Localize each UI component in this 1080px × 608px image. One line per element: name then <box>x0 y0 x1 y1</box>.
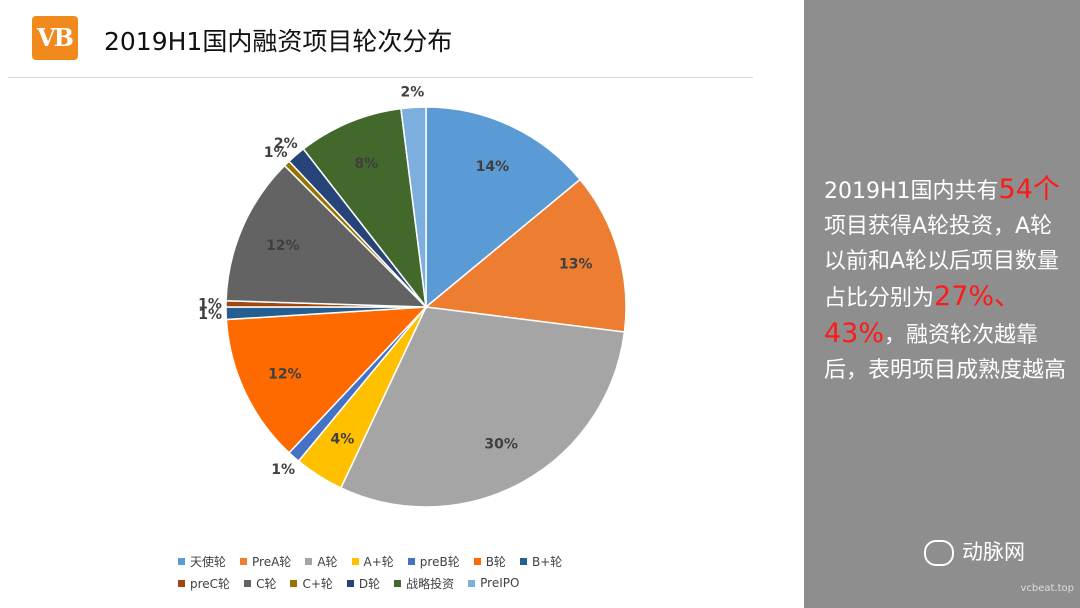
pie-slice-A轮 <box>339 306 626 508</box>
slice-label-B轮: 12% <box>268 366 302 382</box>
slice-label-战略投资: 8% <box>354 156 378 172</box>
slice-label-A+轮: 4% <box>331 432 355 448</box>
slice-label-A轮: 30% <box>484 437 518 453</box>
legend-item-A+轮: A+轮 <box>351 553 394 570</box>
legend-swatch <box>473 557 481 565</box>
slice-label-PreA轮: 13% <box>559 256 593 272</box>
legend-swatch <box>178 557 185 565</box>
legend-label: D轮 <box>358 576 381 591</box>
pie-slice-C轮 <box>225 164 428 308</box>
legend-item-C轮: C轮 <box>244 575 276 592</box>
legend-label: 天使轮 <box>190 554 227 569</box>
legend-label: A+轮 <box>363 554 394 569</box>
summary-part3: ，融资轮次越靠后，表明项目成熟度越高 <box>824 323 1067 383</box>
legend-label: preB轮 <box>419 554 460 569</box>
legend-label: C轮 <box>256 576 277 591</box>
pie-chart: 14%13%30%4%1%12%1%1%12%1%2%8%2% <box>198 84 627 508</box>
legend-swatch <box>178 579 185 587</box>
pie-slice-PreIPO <box>400 106 427 308</box>
slice-label-C+轮: 1% <box>264 145 288 161</box>
summary-panel: 2019H1国内共有54个项目获得A轮投资，A轮以前和A轮以后项目数量占比分别为… <box>804 0 1080 608</box>
legend-swatch <box>407 557 415 565</box>
legend-label: PreA轮 <box>252 554 292 569</box>
legend-row: preC轮 C轮 C+轮 D轮 战略投资 PreIPO <box>178 572 698 594</box>
legend-item-C+轮: C+轮 <box>290 575 333 592</box>
page-title: 2019H1国内融资项目轮次分布 <box>104 27 453 56</box>
slice-label-天使轮: 14% <box>476 159 510 175</box>
title-divider <box>8 77 753 78</box>
legend-swatch <box>346 579 354 587</box>
legend-item-PreIPO: PreIPO <box>468 576 519 590</box>
legend-item-preC轮: preC轮 <box>178 575 230 592</box>
legend-label: B轮 <box>485 554 506 569</box>
legend-label: 战略投资 <box>406 576 455 591</box>
pie-slice-战略投资 <box>302 107 428 310</box>
pie-slice-PreA轮 <box>424 178 627 333</box>
legend-label: C+轮 <box>302 576 333 591</box>
legend-swatch <box>305 557 313 565</box>
summary-count: 54个 <box>998 174 1060 205</box>
pie-slice-天使轮 <box>425 106 582 309</box>
legend-label: preC轮 <box>190 576 231 591</box>
legend-item-PreA轮: PreA轮 <box>240 553 291 570</box>
slice-label-PreIPO: 2% <box>401 84 425 100</box>
legend-label: A轮 <box>317 554 338 569</box>
summary-part2: 项目获得A轮投资，A轮以前和A轮以后项目数量占比分别为 <box>824 214 1060 311</box>
legend-swatch <box>394 579 402 587</box>
legend-label: B+轮 <box>531 554 563 569</box>
legend-swatch <box>240 557 248 565</box>
brand-mark: 动脉网 <box>924 536 1025 566</box>
summary-ratios: 27%、43% <box>824 281 1022 349</box>
pie-slice-B轮 <box>225 306 428 454</box>
slice-label-C轮: 12% <box>266 238 300 254</box>
legend-item-战略投资: 战略投资 <box>394 575 454 592</box>
legend-item-天使轮: 天使轮 <box>178 553 226 570</box>
legend-item-D轮: D轮 <box>346 575 381 592</box>
legend-swatch <box>290 579 298 587</box>
legend-item-A轮: A轮 <box>305 553 338 570</box>
wechat-icon <box>924 540 954 566</box>
legend-item-preB轮: preB轮 <box>407 553 460 570</box>
legend-swatch <box>244 579 252 587</box>
slice-label-preC轮: 1% <box>198 297 222 313</box>
legend-swatch <box>351 557 359 565</box>
slice-label-D轮: 2% <box>274 136 298 152</box>
summary-text: 2019H1国内共有54个项目获得A轮投资，A轮以前和A轮以后项目数量占比分别为… <box>824 172 1070 388</box>
chart-legend: 天使轮 PreA轮 A轮 A+轮 preB轮 B轮 B+轮 preC轮 C轮 C+轮 D轮 战略投资… <box>178 550 698 594</box>
slice-label-preB轮: 1% <box>271 462 295 478</box>
legend-row: 天使轮 PreA轮 A轮 A+轮 preB轮 B轮 B+轮 <box>178 550 698 572</box>
legend-label: PreIPO <box>480 576 520 590</box>
summary-part1: 2019H1国内共有 <box>824 179 999 204</box>
slice-label-B+轮: 1% <box>198 307 222 323</box>
brand-url: vcbeat.top <box>1020 583 1074 594</box>
legend-item-B轮: B轮 <box>473 553 506 570</box>
brand-name: 动脉网 <box>962 540 1025 564</box>
logo: VB <box>32 16 78 60</box>
legend-swatch <box>468 579 476 587</box>
legend-item-B+轮: B+轮 <box>519 553 563 570</box>
legend-swatch <box>519 557 527 565</box>
